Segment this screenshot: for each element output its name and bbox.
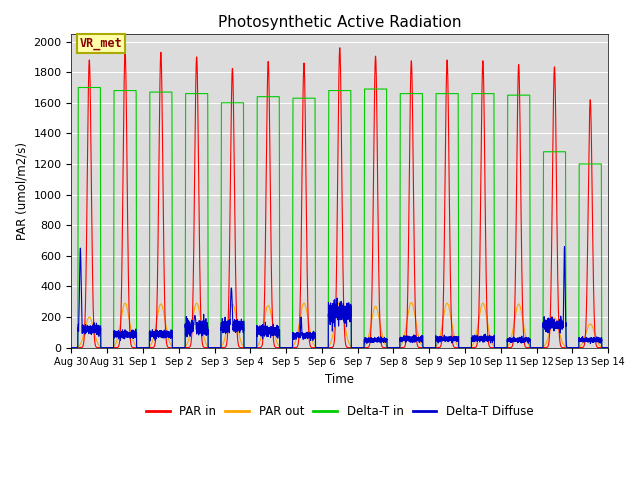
Text: VR_met: VR_met <box>79 37 122 50</box>
Title: Photosynthetic Active Radiation: Photosynthetic Active Radiation <box>218 15 461 30</box>
X-axis label: Time: Time <box>325 373 355 386</box>
Y-axis label: PAR (umol/m2/s): PAR (umol/m2/s) <box>15 142 28 240</box>
Legend: PAR in, PAR out, Delta-T in, Delta-T Diffuse: PAR in, PAR out, Delta-T in, Delta-T Dif… <box>141 401 538 423</box>
